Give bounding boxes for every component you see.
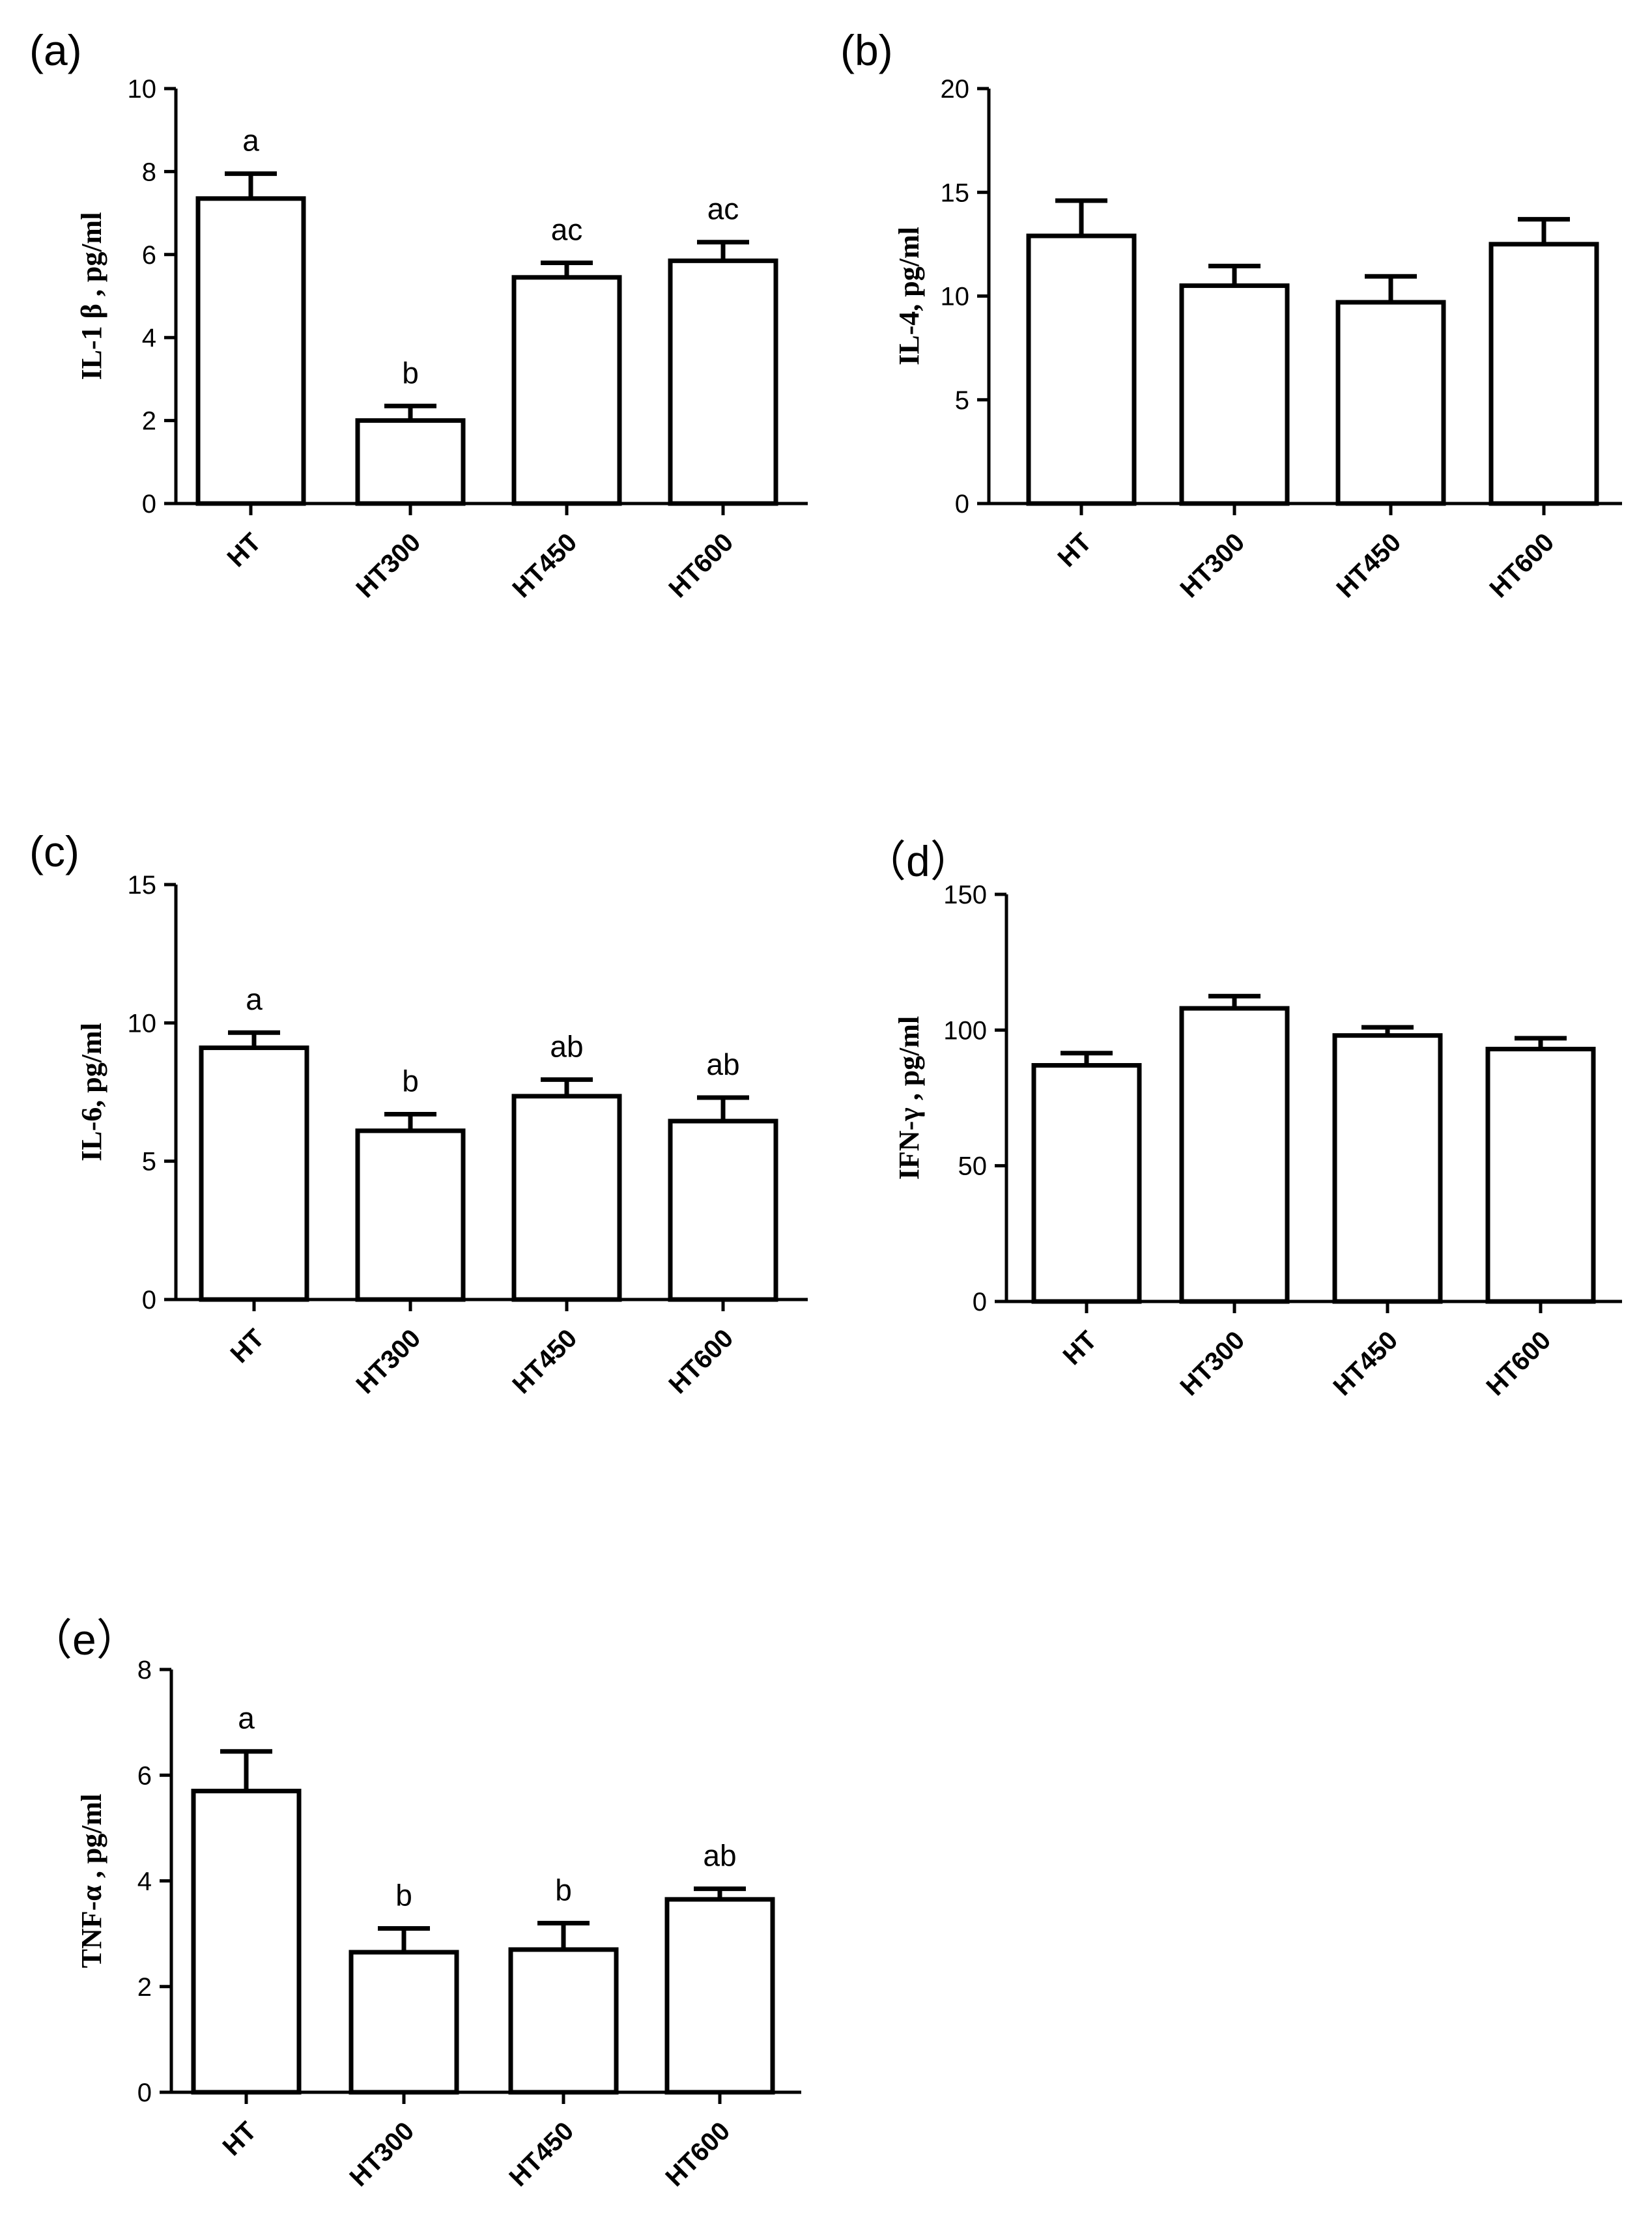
panel-label-b: (b) <box>840 26 893 74</box>
y-tick-label-b: 20 <box>941 75 970 104</box>
significance-label-e: b <box>555 1873 572 1907</box>
bar-e-HT <box>191 1789 302 2095</box>
bar-a-HT <box>195 196 306 506</box>
bar-e-HT450 <box>508 1947 619 2095</box>
y-tick-label-c: 15 <box>128 871 157 900</box>
bar-c-HT300 <box>355 1128 466 1302</box>
y-tick-label-b: 15 <box>941 178 970 207</box>
bar-d-HT600 <box>1485 1047 1596 1304</box>
bar-e-HT600 <box>664 1897 775 2095</box>
y-tick-label-a: 4 <box>142 324 156 352</box>
y-tick-label-a: 10 <box>128 75 157 104</box>
significance-label-c: b <box>402 1064 419 1098</box>
y-tick-label-b: 0 <box>955 490 969 519</box>
bar-a-HT300 <box>355 418 466 506</box>
y-tick-label-a: 6 <box>142 241 156 270</box>
y-tick-label-a: 2 <box>142 407 156 436</box>
y-tick-label-e: 2 <box>137 1973 152 2002</box>
y-axis-title-e: TNF-α , pg/ml <box>76 1794 107 1968</box>
significance-label-c: ab <box>706 1047 739 1081</box>
significance-label-e: ab <box>703 1839 736 1873</box>
bar-a-HT450 <box>511 275 622 506</box>
y-axis-title-b: IL-4, pg/ml <box>893 227 925 365</box>
significance-label-a: a <box>242 124 259 158</box>
y-tick-label-b: 5 <box>955 386 969 415</box>
bar-d-HT <box>1031 1063 1142 1304</box>
y-tick-label-e: 0 <box>137 2079 152 2107</box>
bar-c-HT <box>199 1045 309 1302</box>
bar-b-HT300 <box>1179 283 1290 506</box>
panel-label-e: （e） <box>29 1615 139 1664</box>
y-tick-label-d: 100 <box>943 1016 987 1045</box>
y-tick-label-a: 8 <box>142 158 156 186</box>
y-tick-label-d: 50 <box>958 1152 988 1181</box>
bar-c-HT450 <box>511 1094 622 1302</box>
significance-label-a: b <box>402 356 419 390</box>
y-axis-title-d: IFN-γ , pg/ml <box>893 1016 925 1180</box>
bar-e-HT300 <box>349 1950 459 2095</box>
y-axis-title-c: IL-6, pg/ml <box>76 1023 107 1161</box>
bar-d-HT450 <box>1332 1033 1443 1304</box>
y-tick-label-c: 10 <box>128 1009 157 1038</box>
y-tick-label-e: 6 <box>137 1761 152 1790</box>
significance-label-e: a <box>238 1701 255 1735</box>
y-tick-label-e: 4 <box>137 1868 152 1896</box>
panel-label-c: (c) <box>29 827 79 875</box>
y-tick-label-d: 0 <box>973 1288 987 1316</box>
y-tick-label-d: 150 <box>943 881 987 909</box>
bar-b-HT <box>1026 233 1137 506</box>
y-tick-label-a: 0 <box>142 490 156 519</box>
significance-label-c: a <box>246 982 263 1016</box>
significance-label-c: ab <box>550 1029 583 1063</box>
y-tick-label-c: 5 <box>142 1148 156 1176</box>
bar-a-HT600 <box>668 258 778 506</box>
significance-label-a: ac <box>551 213 583 247</box>
bar-d-HT300 <box>1179 1006 1290 1304</box>
y-tick-label-e: 8 <box>137 1656 152 1684</box>
bar-c-HT600 <box>668 1118 778 1302</box>
panel-label-d: （d） <box>863 837 973 885</box>
y-tick-label-c: 0 <box>142 1286 156 1314</box>
significance-label-a: ac <box>707 192 739 226</box>
y-axis-title-a: IL-1 β , pg/ml <box>76 212 107 380</box>
panel-label-a: (a) <box>29 26 82 74</box>
bar-b-HT600 <box>1488 242 1599 506</box>
significance-label-e: b <box>395 1879 412 1912</box>
y-tick-label-b: 10 <box>941 283 970 311</box>
bar-b-HT450 <box>1335 300 1446 506</box>
